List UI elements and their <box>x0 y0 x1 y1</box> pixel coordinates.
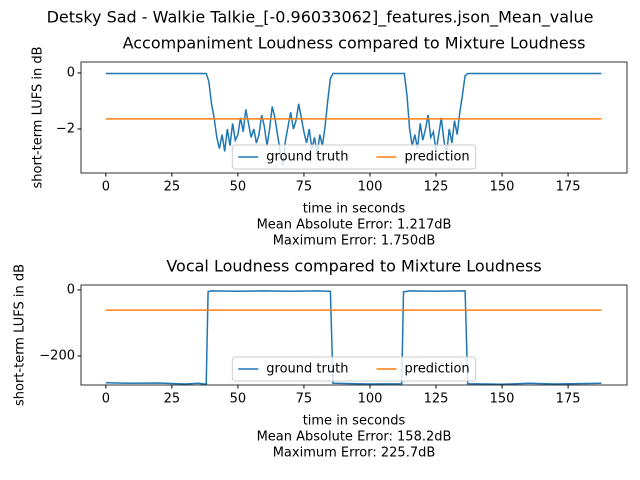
x-tick-label: 150 <box>490 392 515 407</box>
series-line <box>105 290 602 386</box>
legend: ground truth prediction <box>231 356 477 382</box>
legend-label: prediction <box>404 362 469 377</box>
x-tick-label: 0 <box>102 392 110 407</box>
x-tick-label: 100 <box>358 180 383 195</box>
y-tick-label: 0 <box>67 282 75 297</box>
x-axis-label: time in seconds <box>303 202 406 217</box>
legend: ground truth prediction <box>231 144 477 170</box>
annotation: Mean Absolute Error: 158.2dB <box>257 430 452 445</box>
annotation: Mean Absolute Error: 1.217dB <box>257 218 452 233</box>
axes-frame <box>80 61 628 174</box>
x-tick-label: 75 <box>296 392 313 407</box>
x-tick-label: 150 <box>490 180 515 195</box>
y-axis-label: short-term LUFS in dB <box>13 264 28 406</box>
y-tick-label: −200 <box>39 348 75 363</box>
x-tick-label: 50 <box>230 392 247 407</box>
legend-label: ground truth <box>266 150 348 165</box>
legend-frame <box>231 144 477 170</box>
y-axis-label: short-term LUFS in dB <box>31 46 46 188</box>
x-tick-label: 50 <box>230 180 247 195</box>
x-tick-label: 25 <box>164 392 181 407</box>
x-tick-label: 100 <box>358 392 383 407</box>
x-tick-label: 175 <box>556 392 581 407</box>
y-tick-label: −2 <box>56 121 75 136</box>
annotation: Maximum Error: 1.750dB <box>273 234 436 249</box>
annotation: Maximum Error: 225.7dB <box>273 446 436 461</box>
x-tick-label: 125 <box>424 392 449 407</box>
legend-label: ground truth <box>266 362 348 377</box>
x-tick-label: 0 <box>102 180 110 195</box>
axes-frame <box>80 284 628 386</box>
legend-label: prediction <box>404 150 469 165</box>
x-tick-label: 75 <box>296 180 313 195</box>
x-axis-label: time in seconds <box>303 414 406 429</box>
figure-title: Detsky Sad - Walkie Talkie_[-0.96033062]… <box>47 8 594 28</box>
legend-frame <box>231 356 477 382</box>
y-tick-label: 0 <box>67 65 75 80</box>
series-line <box>105 72 602 166</box>
axes-title: Accompaniment Loudness compared to Mixtu… <box>123 34 586 53</box>
x-tick-label: 125 <box>424 180 449 195</box>
axes-title: Vocal Loudness compared to Mixture Loudn… <box>166 257 541 276</box>
x-tick-label: 175 <box>556 180 581 195</box>
x-tick-label: 25 <box>164 180 181 195</box>
